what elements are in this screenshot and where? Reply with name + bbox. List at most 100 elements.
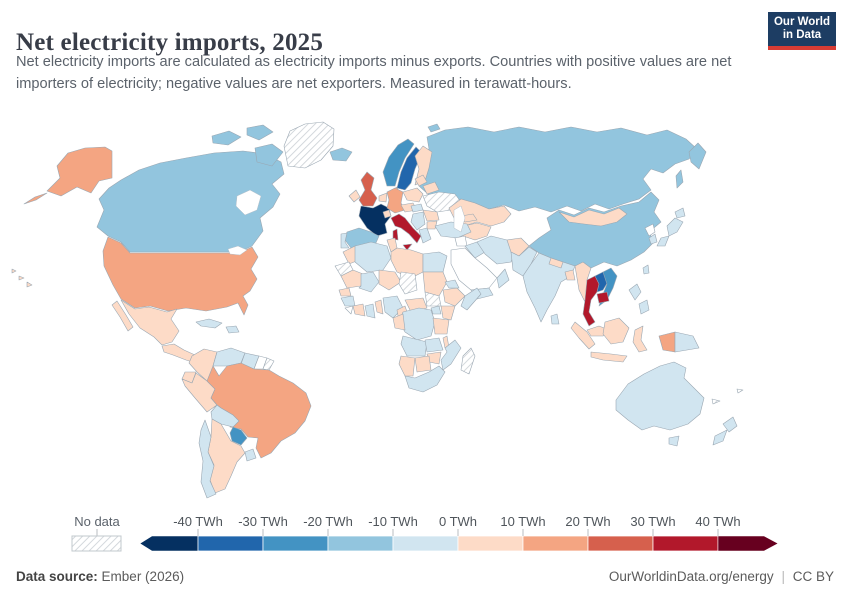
- country-tasmania[interactable]: [668, 435, 680, 447]
- legend-no-data-swatch[interactable]: [71, 535, 122, 552]
- country-hawaii[interactable]: [11, 268, 33, 288]
- country-centralasia[interactable]: [462, 222, 492, 241]
- country-java[interactable]: [590, 351, 628, 363]
- country-somalia[interactable]: [460, 287, 482, 311]
- country-iceland[interactable]: [329, 147, 353, 162]
- country-egypt[interactable]: [422, 251, 448, 273]
- country-svalbard[interactable]: [427, 123, 441, 133]
- country-guinea[interactable]: [340, 295, 356, 307]
- country-nepal[interactable]: [548, 257, 564, 269]
- country-congogabon[interactable]: [392, 313, 406, 331]
- country-japan[interactable]: [656, 207, 686, 247]
- country-uk[interactable]: [358, 171, 378, 207]
- country-saudi[interactable]: [450, 247, 498, 291]
- country-namibia[interactable]: [398, 355, 416, 377]
- country-mongolia[interactable]: [558, 207, 628, 227]
- country-skorea[interactable]: [648, 233, 658, 245]
- country-nkorea[interactable]: [644, 223, 656, 237]
- country-aleutians[interactable]: [23, 192, 48, 205]
- country-chad[interactable]: [398, 271, 418, 295]
- country-mexico[interactable]: [120, 299, 180, 346]
- country-sudan[interactable]: [422, 271, 448, 297]
- country-finland[interactable]: [414, 145, 433, 186]
- legend-bin-b1[interactable]: [392, 535, 459, 552]
- country-arctic1[interactable]: [211, 130, 242, 146]
- country-niger[interactable]: [378, 269, 402, 291]
- country-pakistan[interactable]: [510, 246, 538, 277]
- country-taiwan[interactable]: [642, 264, 650, 275]
- country-greece[interactable]: [418, 227, 432, 244]
- country-angola[interactable]: [400, 335, 428, 357]
- country-southafrica[interactable]: [404, 365, 446, 393]
- country-benelux[interactable]: [378, 192, 388, 203]
- country-belarus[interactable]: [422, 181, 440, 195]
- country-newcaledonia[interactable]: [711, 398, 721, 405]
- country-bangladesh[interactable]: [564, 269, 576, 281]
- country-oman[interactable]: [496, 268, 510, 289]
- country-kenya[interactable]: [440, 305, 456, 321]
- country-switzerland[interactable]: [382, 209, 392, 219]
- country-cuba[interactable]: [195, 318, 223, 329]
- country-paraguay[interactable]: [229, 426, 248, 446]
- license-link[interactable]: CC BY: [792, 569, 834, 584]
- country-sakhalin[interactable]: [675, 169, 684, 189]
- country-sulawesi[interactable]: [632, 325, 648, 353]
- country-ethiopia[interactable]: [442, 287, 466, 307]
- country-srilanka[interactable]: [550, 313, 560, 325]
- country-ghana[interactable]: [364, 303, 376, 319]
- country-greenland[interactable]: [283, 121, 335, 169]
- country-chile[interactable]: [198, 419, 217, 499]
- country-baja[interactable]: [111, 300, 134, 332]
- country-tanzania[interactable]: [432, 317, 450, 335]
- country-ireland[interactable]: [348, 189, 361, 203]
- country-cotedivoire[interactable]: [352, 303, 366, 317]
- country-senegal[interactable]: [338, 287, 352, 297]
- country-norway[interactable]: [382, 138, 415, 187]
- country-sumatra[interactable]: [570, 321, 596, 350]
- owid-url-link[interactable]: OurWorldinData.org/energy: [608, 569, 774, 584]
- country-balkans[interactable]: [410, 211, 426, 231]
- country-syria[interactable]: [454, 235, 468, 247]
- country-brazil[interactable]: [206, 362, 312, 459]
- legend-bin-below--40[interactable]: [139, 535, 199, 552]
- country-algeria[interactable]: [354, 241, 392, 273]
- country-afghanistan[interactable]: [506, 237, 530, 257]
- country-nz[interactable]: [712, 416, 738, 446]
- country-botswana[interactable]: [414, 355, 432, 373]
- country-kamchatka[interactable]: [688, 142, 707, 170]
- legend-bin-r3[interactable]: [587, 535, 654, 552]
- country-romania[interactable]: [422, 209, 440, 222]
- country-canada[interactable]: [96, 150, 285, 253]
- legend-bin-r1[interactable]: [457, 535, 524, 552]
- legend-bin-r4[interactable]: [652, 535, 719, 552]
- country-westpapua[interactable]: [658, 331, 676, 353]
- country-hispaniola[interactable]: [225, 325, 240, 334]
- country-alaska[interactable]: [46, 146, 113, 197]
- country-borneo[interactable]: [602, 317, 630, 345]
- country-zambia[interactable]: [424, 337, 444, 353]
- country-sicily[interactable]: [402, 243, 413, 251]
- country-liberia[interactable]: [344, 305, 354, 315]
- country-philippines[interactable]: [628, 283, 650, 315]
- country-australia[interactable]: [615, 361, 705, 431]
- country-india[interactable]: [522, 252, 576, 323]
- legend-bin-b2[interactable]: [327, 535, 394, 552]
- country-bulgaria[interactable]: [426, 220, 438, 230]
- country-uruguay[interactable]: [244, 448, 257, 462]
- country-baltics[interactable]: [414, 174, 428, 187]
- country-uganda[interactable]: [430, 305, 442, 315]
- country-portugal[interactable]: [340, 232, 350, 249]
- country-arctic3[interactable]: [254, 143, 284, 167]
- country-png[interactable]: [674, 331, 700, 353]
- country-eritrea[interactable]: [444, 279, 460, 289]
- country-russia[interactable]: [418, 126, 698, 213]
- legend-bin-b4[interactable]: [197, 535, 264, 552]
- legend-bin-r2[interactable]: [522, 535, 589, 552]
- country-madagascar[interactable]: [460, 347, 476, 375]
- country-mozambique[interactable]: [440, 339, 462, 371]
- country-mali[interactable]: [358, 271, 380, 293]
- country-arctic2[interactable]: [246, 124, 274, 141]
- country-fiji[interactable]: [736, 388, 744, 394]
- country-italy[interactable]: [390, 213, 422, 244]
- legend-bin-b3[interactable]: [262, 535, 329, 552]
